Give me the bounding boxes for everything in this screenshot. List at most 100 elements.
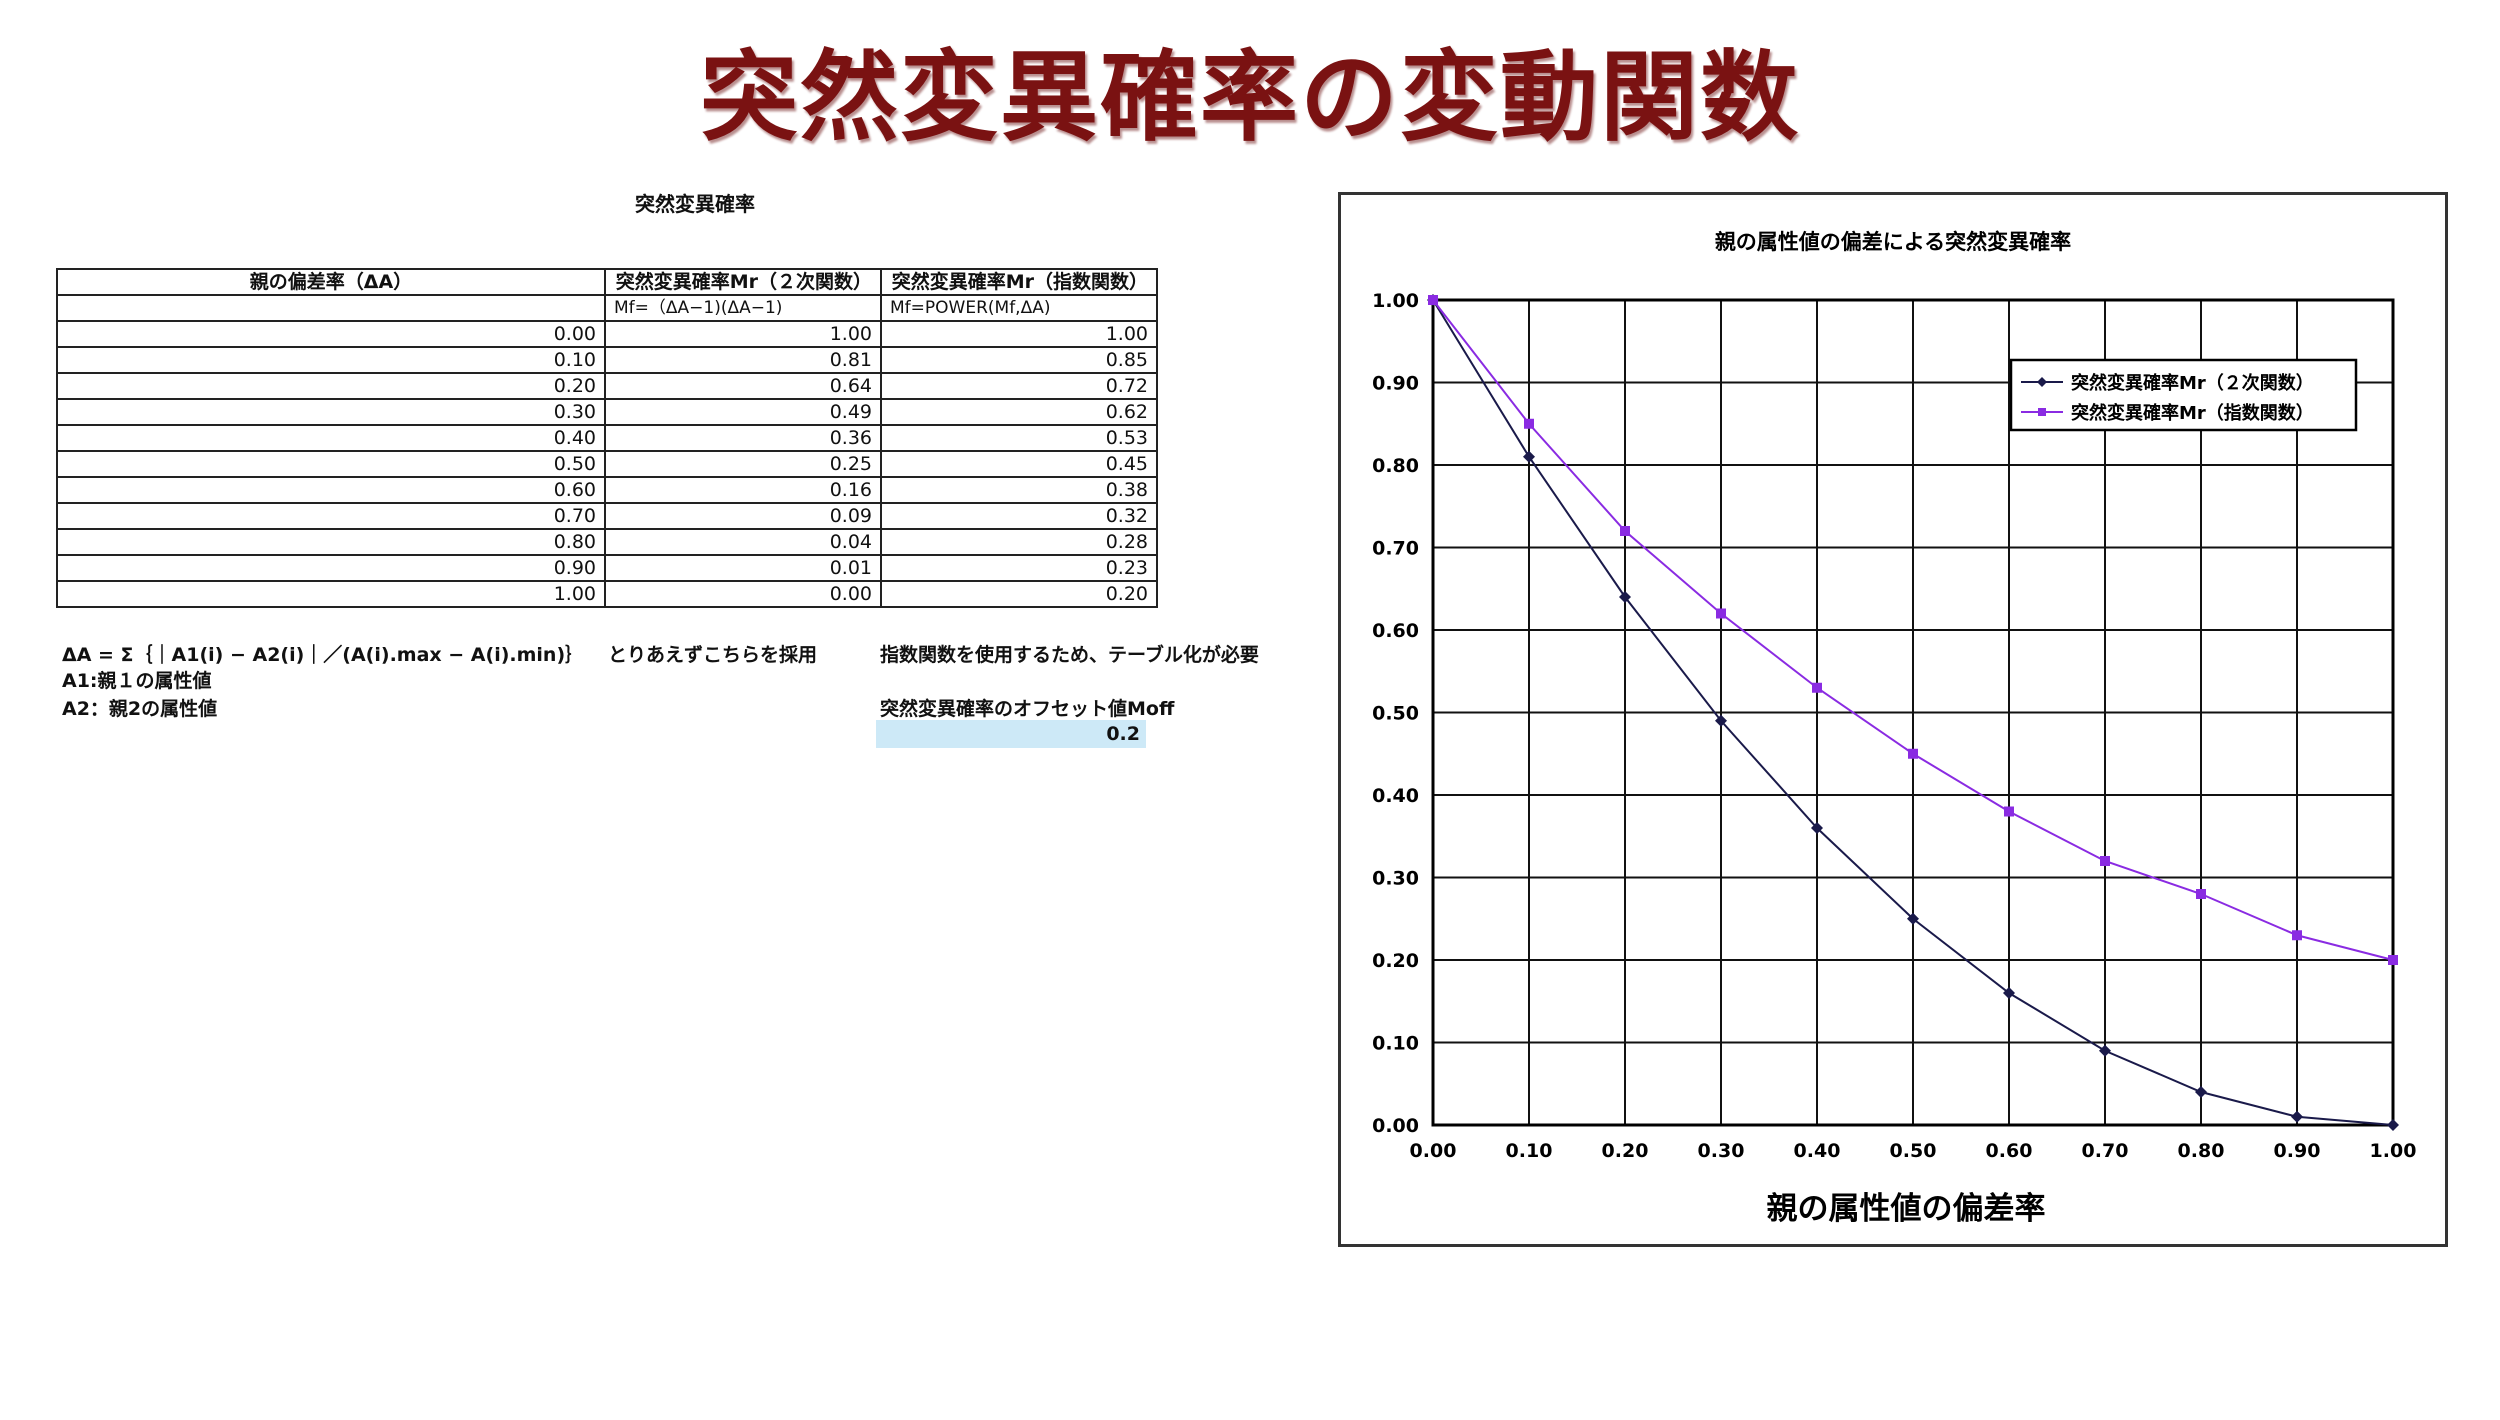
legend-label: 突然変異確率Mr（２次関数）: [2071, 372, 2314, 394]
table-cell[interactable]: 0.70: [56, 502, 606, 530]
y-tick-label: 0.00: [1372, 1115, 1419, 1137]
chart-title: 親の属性値の偏差による突然変異確率: [1715, 230, 2071, 254]
data-point[interactable]: [1907, 912, 1919, 925]
table-cell[interactable]: 0.09: [604, 502, 882, 530]
table-row: 0.50 0.25 0.45: [56, 450, 1158, 478]
column-header-deviation: 親の偏差率（ΔA）: [56, 268, 606, 296]
data-point[interactable]: [1812, 682, 1822, 693]
y-tick-label: 0.10: [1372, 1033, 1419, 1055]
x-axis-label: 親の属性値の偏差率: [1767, 1191, 2046, 1227]
legend-box: [2009, 358, 2358, 432]
data-point[interactable]: [1428, 295, 1438, 305]
table-row: 0.20 0.64 0.72: [56, 372, 1158, 400]
table-cell[interactable]: 0.01: [604, 554, 882, 582]
table-body: 0.00 1.00 1.00 0.10 0.81 0.85 0.20 0.64 0.72 0.30…: [56, 320, 1158, 608]
x-tick-label: 0.50: [1890, 1140, 1937, 1162]
table-row: 1.00 0.00 0.20: [56, 580, 1158, 608]
table-row: 0.60 0.16 0.38: [56, 476, 1158, 504]
data-point[interactable]: [2292, 930, 2302, 941]
table-cell[interactable]: 0.90: [56, 554, 606, 582]
table-cell[interactable]: 0.30: [56, 398, 606, 426]
data-point[interactable]: [1524, 418, 1534, 429]
x-tick-label: 0.40: [1794, 1140, 1841, 1162]
table-cell[interactable]: 0.16: [604, 476, 882, 504]
chart-frame: 親の属性値の偏差による突然変異確率 親の属性値の偏差率 0.00 0.10 0.20…: [1338, 192, 2448, 1247]
table-cell[interactable]: 0.38: [880, 476, 1158, 504]
y-tick-label: 0.70: [1372, 538, 1419, 560]
table-cell[interactable]: 0.85: [880, 346, 1158, 374]
data-point[interactable]: [2003, 987, 2015, 999]
y-tick-label: 0.80: [1372, 455, 1419, 477]
a2-note: A2：親2の属性値: [62, 698, 218, 720]
table-cell[interactable]: 0.40: [56, 424, 606, 452]
data-point[interactable]: [2387, 1119, 2399, 1131]
table-cell[interactable]: 0.62: [880, 398, 1158, 426]
table-cell[interactable]: 0.50: [56, 450, 606, 478]
legend-marker: [2038, 408, 2046, 416]
data-point[interactable]: [2195, 1086, 2207, 1098]
table-cell[interactable]: 1.00: [56, 580, 606, 608]
table-cell[interactable]: 0.53: [880, 424, 1158, 452]
legend-label: 突然変異確率Mr（指数関数）: [2071, 402, 2314, 424]
y-tick-label: 0.20: [1372, 950, 1419, 972]
column-header-exponential: 突然変異確率Mr（指数関数）: [880, 268, 1158, 296]
table-row: 0.40 0.36 0.53: [56, 424, 1158, 452]
offset-label: 突然変異確率のオフセット値Moff: [880, 698, 1175, 720]
y-tick-label: 0.60: [1372, 620, 1419, 642]
y-tick-label: 0.40: [1372, 785, 1419, 807]
table-cell[interactable]: 0.00: [56, 320, 606, 348]
x-tick-label: 0.20: [1602, 1140, 1649, 1162]
data-table: 親の偏差率（ΔA） 突然変異確率Mr（２次関数） 突然変異確率Mr（指数関数） …: [56, 268, 1158, 608]
table-cell[interactable]: 0.04: [604, 528, 882, 556]
data-point[interactable]: [1620, 526, 1630, 536]
data-point[interactable]: [1811, 822, 1823, 834]
table-cell[interactable]: 0.28: [880, 528, 1158, 556]
x-tick-label: 0.80: [2178, 1140, 2225, 1162]
exp-table-note: 指数関数を使用するため、テーブル化が必要: [880, 644, 1259, 666]
table-cell[interactable]: 0.45: [880, 450, 1158, 478]
table-cell[interactable]: 0.00: [604, 580, 882, 608]
table-cell[interactable]: 0.49: [604, 398, 882, 426]
table-cell[interactable]: 0.80: [56, 528, 606, 556]
x-tick-label: 0.60: [1986, 1140, 2033, 1162]
data-point[interactable]: [1523, 450, 1535, 463]
data-point[interactable]: [2291, 1110, 2303, 1123]
table-row: 0.70 0.09 0.32: [56, 502, 1158, 530]
table-cell[interactable]: 0.25: [604, 450, 882, 478]
table-cell[interactable]: 0.36: [604, 424, 882, 452]
table-cell[interactable]: 0.20: [56, 372, 606, 400]
x-tick-label: 0.00: [1410, 1140, 1457, 1162]
x-tick-label: 0.30: [1698, 1140, 1745, 1162]
axes: 0.00 0.10 0.20 0.30 0.40 0.50 0.60 0.70 0.80 0.90…: [1372, 290, 2416, 1162]
data-point[interactable]: [1715, 714, 1727, 727]
table-cell[interactable]: 0.64: [604, 372, 882, 400]
table-cell[interactable]: 0.32: [880, 502, 1158, 530]
data-point[interactable]: [1716, 608, 1726, 619]
data-point[interactable]: [1619, 591, 1631, 603]
table-cell[interactable]: 0.23: [880, 554, 1158, 582]
formula-cell-quadratic: Mf=（ΔA−1)(ΔA−1): [604, 294, 882, 322]
y-tick-label: 0.50: [1372, 703, 1419, 725]
table-row: 0.10 0.81 0.85: [56, 346, 1158, 374]
table-cell[interactable]: 0.81: [604, 346, 882, 374]
table-row: 0.90 0.01 0.23: [56, 554, 1158, 582]
x-tick-label: 0.10: [1506, 1140, 1553, 1162]
data-point[interactable]: [2100, 856, 2110, 866]
table-cell[interactable]: 0.72: [880, 372, 1158, 400]
formula-cell-empty: [56, 294, 606, 322]
table-cell[interactable]: 0.20: [880, 580, 1158, 608]
adopt-note: とりあえずこちらを採用: [608, 644, 818, 666]
table-cell[interactable]: 0.10: [56, 346, 606, 374]
data-point[interactable]: [2388, 955, 2398, 965]
data-point[interactable]: [2196, 889, 2206, 899]
data-point[interactable]: [2004, 806, 2014, 817]
table-header-row: 親の偏差率（ΔA） 突然変異確率Mr（２次関数） 突然変異確率Mr（指数関数）: [56, 268, 1158, 296]
data-point[interactable]: [2099, 1044, 2111, 1057]
y-tick-label: 0.90: [1372, 373, 1419, 395]
table-cell[interactable]: 1.00: [880, 320, 1158, 348]
table-cell[interactable]: 0.60: [56, 476, 606, 504]
legend: 突然変異確率Mr（２次関数） 突然変異確率Mr（指数関数）: [2009, 358, 2358, 432]
table-cell[interactable]: 1.00: [604, 320, 882, 348]
offset-value-cell[interactable]: 0.2: [876, 720, 1146, 748]
data-point[interactable]: [1908, 748, 1918, 759]
